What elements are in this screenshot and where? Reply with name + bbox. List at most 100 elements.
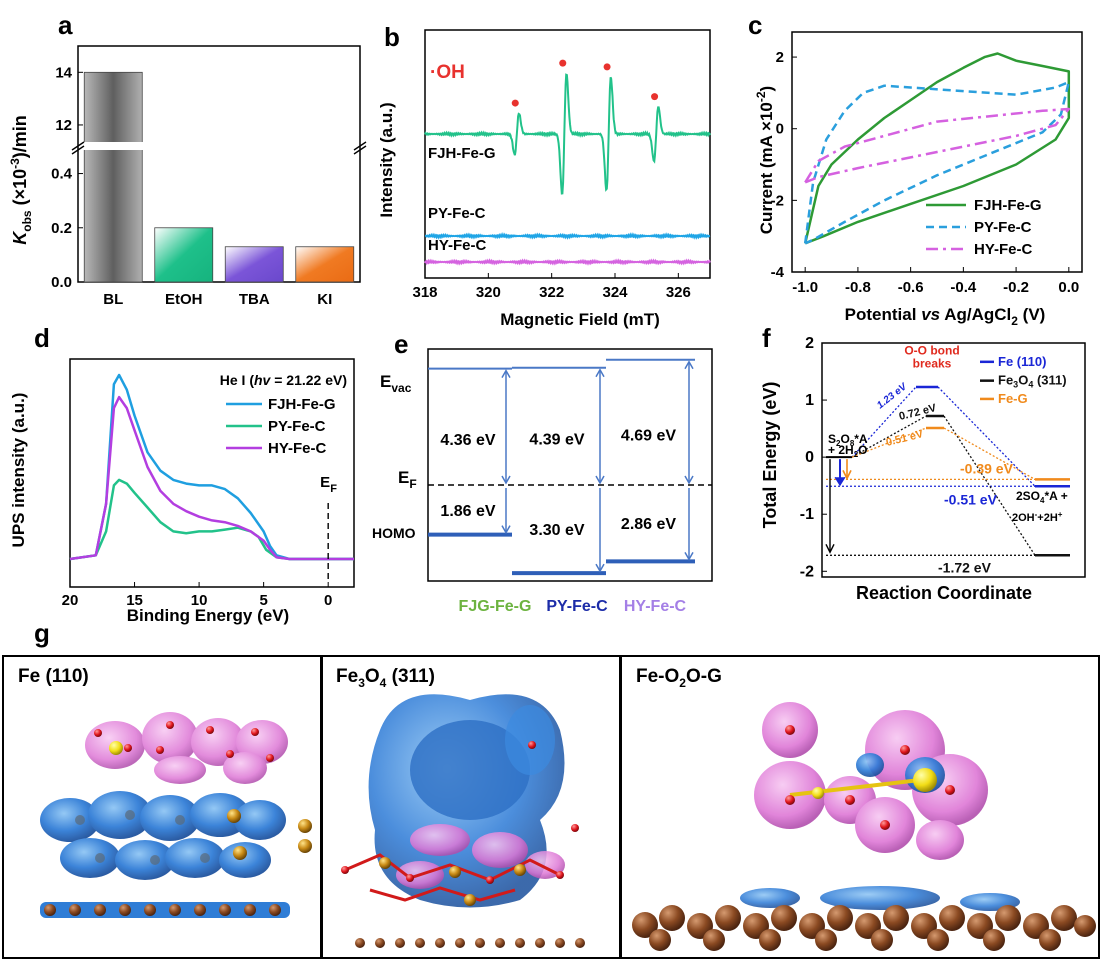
f-start-part2: O [858,443,867,457]
e-wf-arrowhead-2 [684,360,694,370]
b-series-py-fe-c [424,232,711,240]
a-axis-break [79,142,359,150]
bar-ki [295,246,355,283]
f-legend-part: Fe [998,373,1013,388]
d-series-hy-fe-c [69,395,354,561]
d-xtick: 10 [191,592,208,609]
c-ytick: 0 [776,121,784,138]
c-series-fjh-fe-g [803,52,1071,245]
g-frame-feo2og [620,655,1100,959]
f-ts-label-feg: 0.51 eV [885,428,925,449]
f-path-down-2 [943,427,1036,480]
b-xtick: 318 [412,284,437,301]
fe110-structure-image [40,712,312,918]
f-start-part2: + 2H [828,443,854,457]
e-material-1: PY-Fe-C [546,598,608,615]
f-legend-part: (311) [1033,373,1066,388]
a-break-mark-left2 [71,145,85,155]
d-x-axis-label: Binding Energy (eV) [127,606,289,625]
c-xtick: -0.2 [1003,279,1029,296]
e-material-0: FJG-Fe-G [459,598,532,615]
a-ytick: 0.2 [51,220,72,237]
f-legend-part: O [1018,373,1028,388]
f-ytick: 0 [805,449,814,466]
a-xtick-ki: KI [317,291,332,308]
b-oh-peak-marker [651,93,659,101]
f-legend-part: 3 [1013,380,1018,390]
d-legend-label-fjh-fe-g: FJH-Fe-G [268,396,336,413]
a-break-mark-right2 [353,145,367,155]
d-fermi-label: EF [320,474,337,495]
b-xtick: 322 [539,284,564,301]
e-ho-arrowhead-1 [595,563,605,573]
f-y-axis-label: Total Energy (eV) [760,382,780,529]
a-xtick-tba: TBA [239,291,270,308]
e-evac-E: E [380,372,391,391]
d-ef-sub: F [330,483,337,495]
e-ef-E: E [398,468,409,487]
f-final-label-fe110: -0.51 eV [944,491,998,507]
f-path-down-0 [937,386,1036,487]
d-series-py-fe-c [69,478,354,561]
f-start-part2: 2 [854,450,859,459]
c-legend-label-hy-fe-c: HY-Fe-C [974,241,1033,258]
f-legend-label-1: Fe3O4 (311) [998,373,1067,390]
f-end-part: 2SO [1016,489,1040,503]
e-wf-arrowhead-1 [595,368,605,378]
f-final-label-feg: -0.39 eV [960,460,1014,476]
f-start-label: S2O8*A [828,432,868,448]
e-homo-value-0: 1.86 eV [440,503,495,520]
f-start-part: 8 [850,439,855,448]
panel-g-label-holder: g [34,618,50,648]
g-title-fe3o4: Fe3O4 (311) [336,666,435,690]
b-y-axis-label: Intensity (a.u.) [377,102,396,217]
d-ann-part: = 21.22 eV) [270,372,347,388]
oh-radical-label: ·OH [430,62,465,83]
fe3o4-structure-image [341,694,585,948]
c-plot-frame [791,31,1083,273]
f-legend-part: Fe-G [998,391,1028,406]
e-homo-value-2: 2.86 eV [621,516,676,533]
e-material-2: HY-Fe-C [624,598,687,615]
b-xtick: 324 [602,284,628,301]
e-homo-value-1: 3.30 eV [529,522,584,539]
g-title-feo2og: Fe-O2O-G [636,666,722,690]
b-oh-peak-marker [511,99,519,107]
c-x-axis-label: Potential vs Ag/AgCl2 (V) [845,305,1046,328]
b-series-label-hy-fe-c: HY-Fe-C [428,237,487,254]
panel-label-f: f [762,325,771,353]
panel-b: b ·OH 318 320 322 324 326 FJH-Fe-G PY-Fe-C HY-F… [377,22,711,329]
panel-label-g-text: g [34,618,50,648]
f-legend-part: 4 [1028,380,1033,390]
c-legend-label-fjh-fe-g: FJH-Fe-G [974,197,1042,214]
f-ytick: -2 [800,563,814,580]
c-series-hy-fe-c [804,107,1071,184]
f-start-part: 2 [836,439,841,448]
c-y-axis-label: Current (mA ×10-2) [754,86,776,234]
b-series-fjh-fe-g [424,73,711,195]
a-ytick: 14 [55,64,72,81]
d-y-axis-label: UPS intensity (a.u.) [9,393,28,548]
panel-label-e: e [394,329,408,359]
f-oo-label-2: breaks [913,356,952,370]
f-end-part: 4 [1040,496,1045,505]
d-xtick: 0 [324,592,332,609]
f-end-part2: - [1035,510,1038,519]
e-wf-arrowhead-b-0 [501,475,511,485]
d-legend-label-hy-fe-c: HY-Fe-C [268,440,327,457]
b-series-label-fjh-fe-g: FJH-Fe-G [428,145,496,162]
d-ann-part: He I ( [220,372,255,388]
f-legend-part: Fe (110) [998,354,1046,369]
a-break-mark-left [71,141,85,151]
e-homo-label: HOMO [372,525,416,541]
panel-a: a BL EtOH TBA KI 0.0 0.2 0.4 12 14 Kobs (×10-3)/… [8,10,367,308]
c-xtick: -0.4 [950,279,977,296]
f-end-part2: +2H [1037,512,1058,524]
b-series-label-py-fe-c: PY-Fe-C [428,205,486,222]
f-legend-label-2: Fe-G [998,391,1028,406]
f-arrowhead-fe110 [834,476,846,487]
a-ytick: 12 [55,117,72,134]
c-ytick: -4 [771,264,785,281]
e-wf-value-2: 4.69 eV [621,427,676,444]
